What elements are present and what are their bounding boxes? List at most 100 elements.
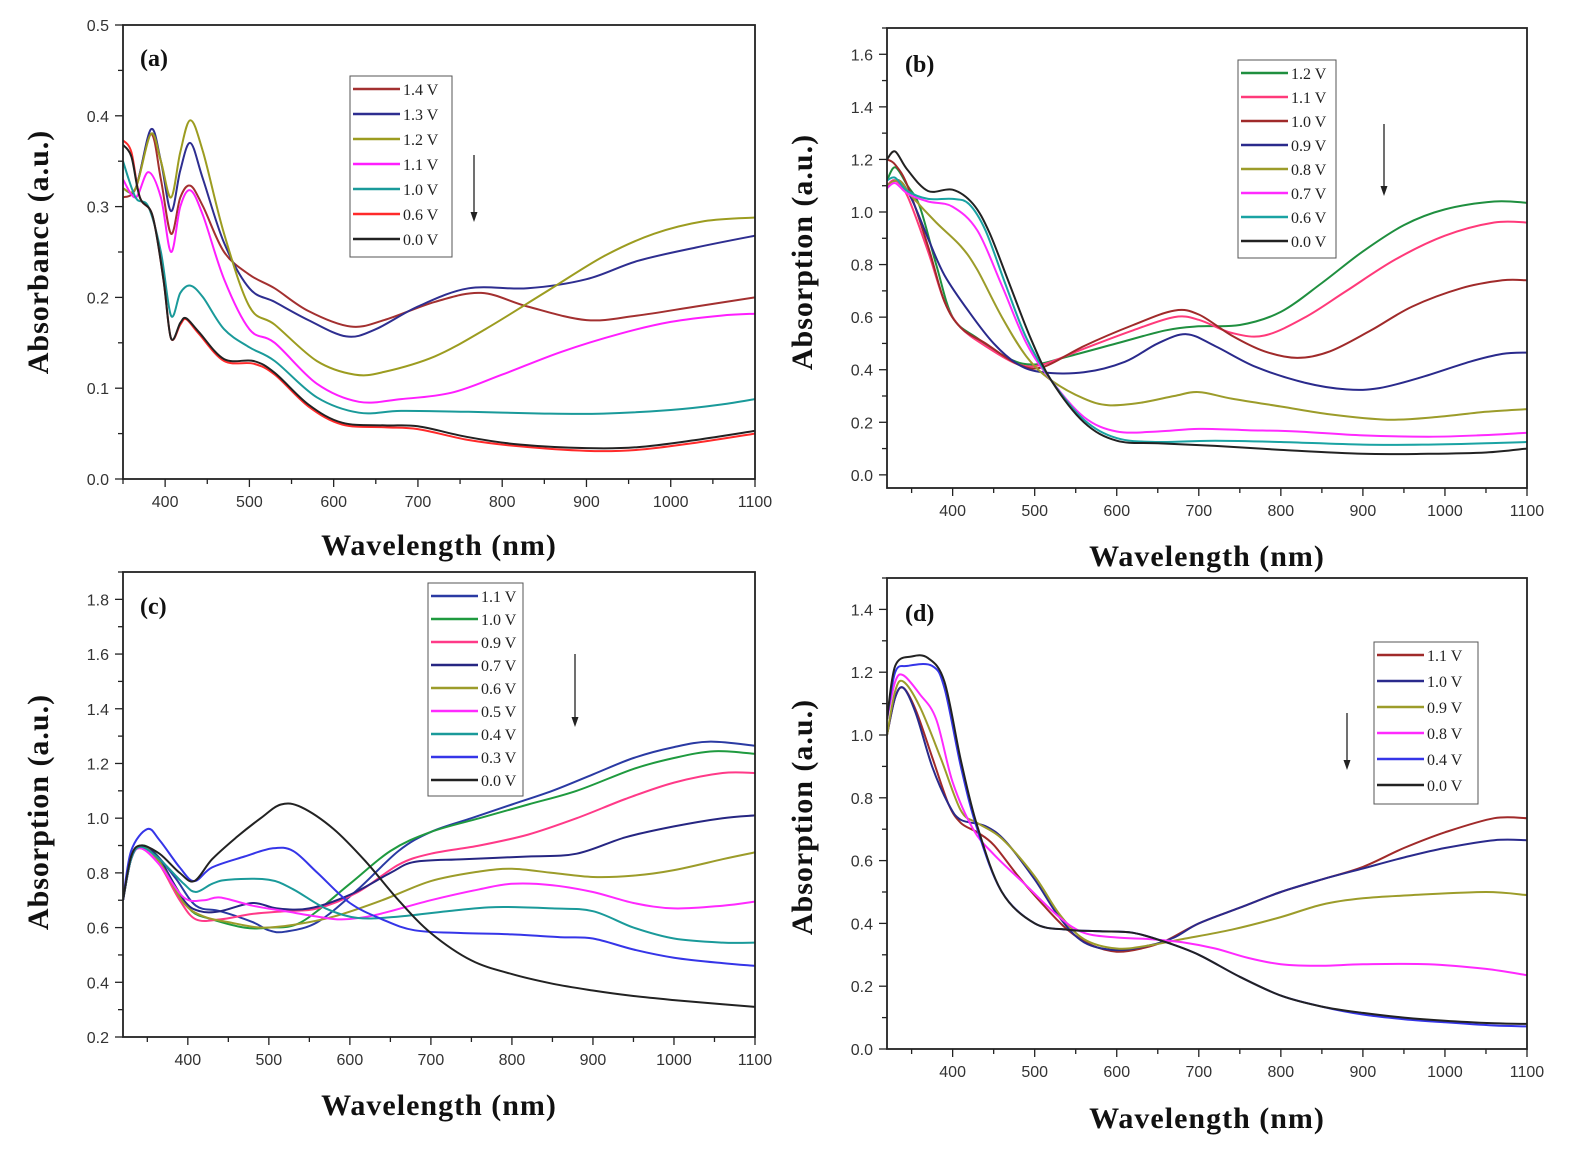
legend-label: 0.0 V	[403, 232, 439, 249]
y-tick-label: 0.4	[87, 109, 109, 126]
series-line-0p3V	[123, 827, 755, 967]
legend-label: 0.9 V	[1291, 138, 1327, 155]
x-axis-title: Wavelength (nm)	[321, 1089, 557, 1122]
y-tick-label: 1.6	[851, 47, 873, 64]
y-tick-label: 0.2	[87, 290, 109, 307]
y-tick-label: 1.0	[87, 811, 109, 828]
x-tick-label: 1000	[656, 1052, 692, 1069]
y-tick-label: 0.4	[87, 975, 109, 992]
x-tick-label: 700	[1185, 503, 1212, 520]
series-line-0p8V	[887, 673, 1527, 977]
x-tick-label: 600	[337, 1052, 364, 1069]
y-tick-label: 0.2	[851, 979, 873, 996]
series-line-0p7V	[887, 182, 1527, 438]
x-tick-label: 800	[489, 494, 516, 511]
y-tick-label: 0.3	[87, 200, 109, 217]
legend-label: 1.1 V	[403, 157, 439, 174]
y-tick-label: 0.2	[851, 415, 873, 432]
legend-label: 0.7 V	[1291, 186, 1327, 203]
legend-label: 1.0 V	[1291, 114, 1327, 131]
y-tick-label: 1.2	[851, 152, 873, 169]
y-tick-label: 0.6	[87, 921, 109, 938]
legend-label: 0.5 V	[481, 704, 517, 721]
x-tick-label: 400	[939, 503, 966, 520]
x-tick-label: 800	[1267, 503, 1294, 520]
series-line-0p9V	[887, 179, 1527, 391]
panel-d: 400 500 600 700 800 900 1000 1100 0.0 0.2 0.4 0.6 0.…	[786, 577, 1544, 1135]
y-tick-label: 1.4	[851, 100, 873, 117]
legend-label: 0.4 V	[1427, 752, 1463, 769]
legend-box	[1237, 59, 1337, 259]
legend: 1.1 V 1.0 V 0.9 V 0.7 V 0.6 V 0.5 V 0.4 V 0.3 V…	[427, 582, 524, 797]
y-tick-label: 1.0	[851, 205, 873, 222]
legend-label: 0.6 V	[403, 207, 439, 224]
x-tick-label: 800	[499, 1052, 526, 1069]
x-tick-label: 1000	[653, 494, 689, 511]
x-tick-label: 900	[1350, 1064, 1377, 1081]
y-tick-label: 0.0	[851, 1042, 873, 1059]
x-tick-label: 1000	[1427, 1064, 1463, 1081]
y-axis-title: Absorption (a.u.)	[786, 699, 819, 935]
y-tick-label: 0.1	[87, 381, 109, 398]
y-tick-label: 0.4	[851, 363, 873, 380]
series-line-1p2V	[887, 166, 1527, 366]
panel-label: (b)	[905, 52, 934, 78]
panel-a: 400 500 600 700 800 900 1000 1100 0.0 0.1 0.2 0.3 0.…	[22, 18, 772, 562]
x-tick-label: 700	[1185, 1064, 1212, 1081]
legend-label: 1.4 V	[403, 82, 439, 99]
x-tick-label: 500	[1021, 1064, 1048, 1081]
legend-label: 1.3 V	[403, 107, 439, 124]
y-tick-label: 1.0	[851, 728, 873, 745]
legend-label: 1.2 V	[1291, 66, 1327, 83]
y-tick-label: 1.2	[87, 756, 109, 773]
legend-label: 0.9 V	[481, 635, 517, 652]
legend-label: 0.6 V	[481, 681, 517, 698]
x-tick-label: 900	[1350, 503, 1377, 520]
x-tick-label: 600	[320, 494, 347, 511]
y-tick-label: 0.2	[87, 1030, 109, 1047]
y-tick-label: 0.8	[851, 791, 873, 808]
legend-label: 0.4 V	[481, 727, 517, 744]
legend-box	[349, 75, 453, 258]
series-line-1p0V	[123, 160, 755, 415]
series-line-0p0V	[123, 802, 755, 1008]
y-tick-label: 1.8	[87, 592, 109, 609]
legend-label: 0.0 V	[481, 773, 517, 790]
legend: 1.1 V 1.0 V 0.9 V 0.8 V 0.4 V 0.0 V	[1373, 641, 1479, 805]
x-tick-label: 900	[573, 494, 600, 511]
x-tick-label: 800	[1267, 1064, 1294, 1081]
down-arrow-icon	[1343, 713, 1351, 770]
legend-box	[1373, 641, 1479, 805]
series-line-1p0V	[887, 686, 1527, 952]
x-tick-label: 500	[255, 1052, 282, 1069]
y-tick-label: 0.4	[851, 916, 873, 933]
y-tick-label: 1.6	[87, 647, 109, 664]
x-tick-label: 600	[1103, 503, 1130, 520]
panel-b: 400 500 600 700 800 900 1000 1100 0.0 0.2 0.4 0.6 0.…	[786, 27, 1544, 573]
y-tick-label: 0.8	[851, 258, 873, 275]
series-line-1p4V	[123, 132, 755, 328]
legend-label: 0.6 V	[1291, 210, 1327, 227]
legend-label: 1.0 V	[1427, 674, 1463, 691]
plot-frame	[122, 571, 756, 1038]
legend-label: 1.2 V	[403, 132, 439, 149]
series-line-0p0V	[887, 654, 1527, 1025]
down-arrow-icon	[1380, 124, 1388, 196]
y-tick-label: 0.6	[851, 854, 873, 871]
legend-label: 1.1 V	[481, 589, 517, 606]
x-tick-label: 1100	[738, 494, 773, 511]
legend: 1.2 V 1.1 V 1.0 V 0.9 V 0.8 V 0.7 V 0.6 V 0.0 V	[1237, 59, 1337, 259]
legend-label: 0.3 V	[481, 750, 517, 767]
y-tick-label: 0.5	[87, 18, 109, 35]
y-tick-label: 1.4	[851, 602, 873, 619]
series-line-1p1V	[887, 179, 1527, 368]
series-line-0p9V	[887, 679, 1527, 950]
legend-label: 0.9 V	[1427, 700, 1463, 717]
x-tick-label: 400	[939, 1064, 966, 1081]
panel-label: (a)	[140, 46, 168, 72]
series-line-0p6V	[123, 844, 755, 929]
plot-frame	[886, 27, 1528, 489]
y-tick-label: 0.0	[851, 468, 873, 485]
series-group	[123, 119, 755, 453]
